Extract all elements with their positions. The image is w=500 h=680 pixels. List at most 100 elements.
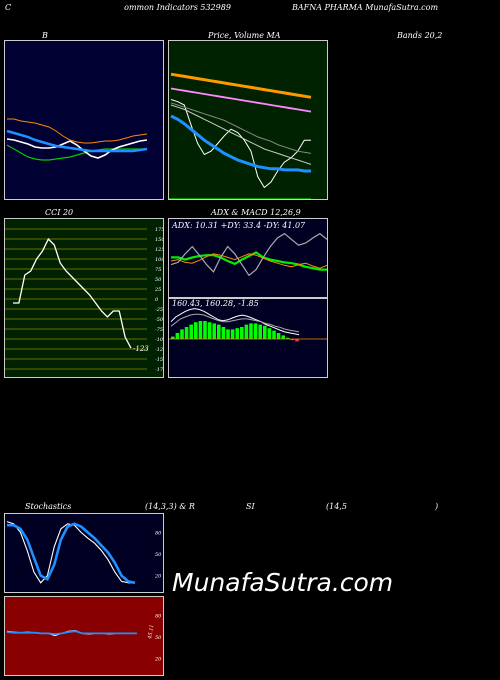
macd-hist-bar-25 <box>286 337 290 339</box>
macd-hist-bar-1 <box>175 333 180 339</box>
cci-panel: 175 150 125 100 75 50 25 0 -25 -50 -75 -100 -125 -150… <box>4 218 164 378</box>
series-line-0 <box>6 521 135 584</box>
stochastics-chart: 80 50 20 <box>6 521 162 585</box>
cci-tick-3: 100 <box>155 257 164 263</box>
price-title-a: Price, <box>208 31 235 40</box>
stoch-tick-2: 20 <box>154 574 162 580</box>
cci-tick-1: 150 <box>155 237 164 243</box>
series-line-2 <box>170 104 312 165</box>
adx-values: ADX: 10.31 +DY: 33.4 -DY: 41.07 <box>172 221 306 230</box>
rsi-title-a: SI <box>246 502 255 511</box>
adx-chart <box>170 232 327 277</box>
series-line-1 <box>170 313 300 333</box>
cci-value-label: -123 <box>133 345 149 353</box>
adx-macd-title: ADX & MACD 12,26,9 <box>211 208 301 217</box>
price-chart <box>169 72 312 199</box>
macd-hist-bar-21 <box>267 328 272 339</box>
adx-panel: ADX: 10.31 +DY: 33.4 -DY: 41.07 <box>168 218 328 298</box>
macd-hist-bar-18 <box>253 323 258 339</box>
stoch-title-a: Stochastics <box>25 502 72 511</box>
series-line-1 <box>6 630 137 636</box>
cci-tick-2: 125 <box>155 247 164 253</box>
macd-hist-bar-20 <box>263 325 267 339</box>
cci-title: CCI 20 <box>45 208 74 217</box>
cci-tick-7: 0 <box>155 297 159 303</box>
macd-hist-bar-12 <box>226 329 230 339</box>
series-line-0 <box>170 99 311 189</box>
macd-hist-bar-5 <box>194 322 198 339</box>
stoch-tick-1: 50 <box>155 552 162 558</box>
watermark: MunafaSutra.com <box>172 568 394 597</box>
rsi-title-b: (14,5 <box>326 502 347 511</box>
macd-hist-bar-11 <box>221 327 226 339</box>
header-indicator-title: ommon Indicators 532989 <box>124 3 231 12</box>
series-line-3 <box>7 118 148 144</box>
cci-line <box>13 237 132 349</box>
series-line-2 <box>170 232 327 277</box>
macd-panel: 160.43, 160.28, -1.85 <box>168 298 328 378</box>
rsi-chart: 80 50 20 45.11 <box>6 613 162 663</box>
rsi-tick-1: 50 <box>155 635 162 641</box>
macd-hist-bar-13 <box>230 329 235 339</box>
macd-hist-bar-23 <box>276 333 281 339</box>
macd-values: 160.43, 160.28, -1.85 <box>172 299 259 308</box>
series-line-0 <box>171 251 327 271</box>
header-right: BAFNA PHARMA MunafaSutra.com <box>292 3 439 12</box>
cci-tick-6: 25 <box>154 287 161 293</box>
stoch-title-b: (14,3,3) & R <box>145 502 195 511</box>
price-title-b: Volume <box>234 31 264 40</box>
series-line-0 <box>6 144 147 161</box>
rsi-value-label: 45.11 <box>147 624 156 640</box>
series-line-5 <box>170 72 312 99</box>
macd-hist-bar-24 <box>281 335 285 339</box>
macd-hist-bar-7 <box>203 321 207 339</box>
series-line-4 <box>170 87 312 113</box>
price-title: Price, Volume MA <box>208 31 280 40</box>
series-line-1 <box>6 138 148 159</box>
bollinger-chart <box>6 118 148 161</box>
cci-tick-8: -25 <box>155 307 163 313</box>
macd-hist-bar-9 <box>212 323 216 339</box>
cci-chart: 175 150 125 100 75 50 25 0 -25 -50 -75 -100 -125 -150… <box>5 227 164 373</box>
cci-tick-5: 50 <box>155 277 162 283</box>
series-line-1 <box>7 522 136 585</box>
stochastics-panel: 80 50 20 <box>4 513 164 593</box>
macd-hist-bar-16 <box>244 324 249 339</box>
series-line-2 <box>6 129 148 153</box>
header-left-letter: C <box>5 3 12 12</box>
bollinger-panel <box>4 40 164 200</box>
cci-tick-9: -50 <box>155 317 164 323</box>
macd-hist-bar-14 <box>235 328 239 339</box>
cci-tick-13: -150 <box>155 357 164 363</box>
macd-hist-bar-27 <box>295 339 299 342</box>
stoch-tick-0: 80 <box>155 530 162 536</box>
cci-tick-11: -100 <box>155 337 164 343</box>
series-line-1 <box>170 253 327 269</box>
price-panel <box>168 40 328 200</box>
macd-hist-bar-17 <box>249 323 253 339</box>
macd-hist-bar-3 <box>184 327 189 339</box>
macd-hist-bar-22 <box>272 330 276 339</box>
cci-tick-12: -125 <box>155 347 164 353</box>
cci-tick-10: -75 <box>155 327 163 333</box>
rsi-panel: 80 50 20 45.11 <box>4 596 164 676</box>
macd-hist-bar-0 <box>171 336 175 339</box>
series-line-3 <box>170 102 312 154</box>
cci-tick-14: -175 <box>155 367 164 373</box>
macd-hist-bar-6 <box>198 321 203 339</box>
macd-hist-bar-10 <box>217 324 221 339</box>
macd-hist-bar-26 <box>290 339 295 341</box>
series-line-1 <box>170 114 311 173</box>
cci-tick-0: 175 <box>155 227 164 233</box>
macd-hist-bar-15 <box>240 327 244 339</box>
rsi-tick-0: 80 <box>155 613 162 619</box>
macd-hist-bar-2 <box>180 329 184 339</box>
macd-hist-bar-4 <box>189 324 193 339</box>
bollinger-title: B <box>42 31 48 40</box>
price-title-c: MA <box>266 31 281 40</box>
macd-hist-bar-19 <box>258 324 262 339</box>
rsi-title-c: ) <box>435 502 439 511</box>
macd-chart <box>169 308 327 342</box>
series-line-0 <box>170 308 300 336</box>
